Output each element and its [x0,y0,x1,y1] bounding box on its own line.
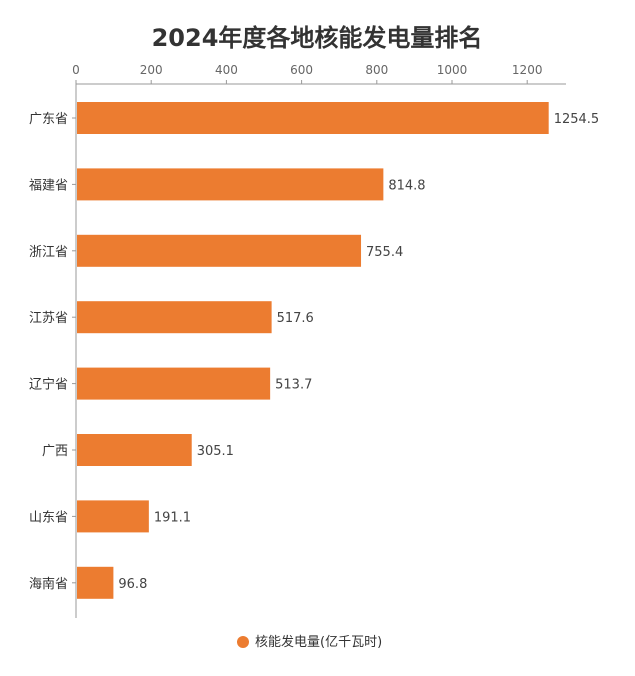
bar [77,500,149,533]
bar [77,566,114,599]
x-tick-label: 0 [72,63,80,77]
data-label: 96.8 [118,577,147,592]
bar [77,102,549,134]
x-tick-label: 1000 [437,63,468,77]
category-label: 海南省 [29,576,68,592]
data-label: 814.8 [388,178,425,193]
data-label: 517.6 [277,311,314,326]
category-label: 福建省 [29,178,68,193]
bars-group [77,102,549,599]
x-tick-label: 600 [290,63,313,77]
data-label: 755.4 [366,245,403,260]
x-tick-label: 1200 [512,63,543,77]
data-label: 1254.5 [554,112,600,127]
chart-title: 2024年度各地核能发电量排名 [152,24,483,52]
category-label: 浙江省 [29,245,68,260]
bar [77,234,362,267]
bar [77,301,272,334]
x-tick-label: 400 [215,63,238,77]
data-label: 513.7 [275,378,312,393]
category-label: 江苏省 [29,310,68,326]
x-tick-label: 800 [365,63,388,77]
data-label: 191.1 [154,510,191,525]
legend-label: 核能发电量(亿千瓦时) [255,634,382,650]
category-label: 广西 [42,444,68,459]
legend: 核能发电量(亿千瓦时) [237,634,382,650]
bar [77,367,271,400]
x-tick-label: 200 [140,63,163,77]
data-label: 305.1 [197,444,234,459]
bar [77,434,192,466]
legend-swatch [237,636,249,648]
x-axis-ticks: 0 200 400 600 800 1000 1200 [72,63,542,84]
bar [77,168,384,201]
category-label: 广东省 [29,112,68,127]
data-labels: 1254.5 814.8 755.4 517.6 513.7 305.1 191.1 96.8 [118,112,599,592]
category-label: 辽宁省 [29,377,68,393]
category-label: 山东省 [29,510,68,525]
